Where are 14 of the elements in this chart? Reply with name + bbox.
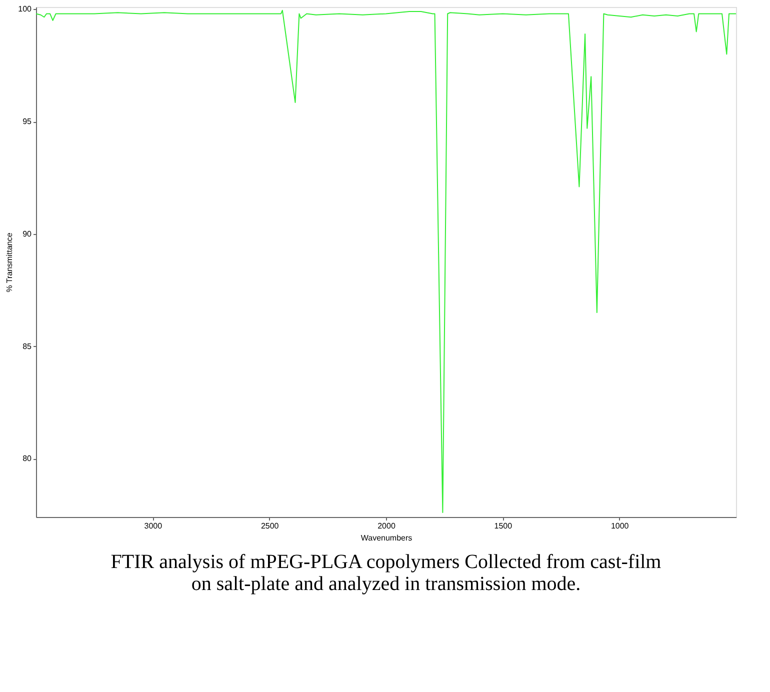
line-series: [36, 10, 736, 514]
y-tick-label: 95: [22, 117, 32, 126]
x-tick-label: 1500: [494, 522, 513, 530]
text: FTIR analysis of mPEG-PLGA copolymers Collected from cast-film on salt-plate and analyzed in transmission mode.: [110, 551, 662, 595]
y-tick-label: 100: [18, 4, 32, 14]
y-tick-label: 85: [22, 342, 32, 351]
x-tick-label: 2000: [378, 522, 396, 530]
x-tick-label: 3000: [144, 522, 163, 530]
y-tick-label: 80: [22, 454, 32, 464]
x-tick-label: 1000: [610, 522, 630, 530]
x-tick-label: 2500: [260, 522, 280, 530]
x-axis-title: Wavenumbers: [360, 534, 412, 542]
y-tick-label: 90: [22, 229, 32, 238]
y-axis-title: % Transmittance: [5, 232, 14, 292]
